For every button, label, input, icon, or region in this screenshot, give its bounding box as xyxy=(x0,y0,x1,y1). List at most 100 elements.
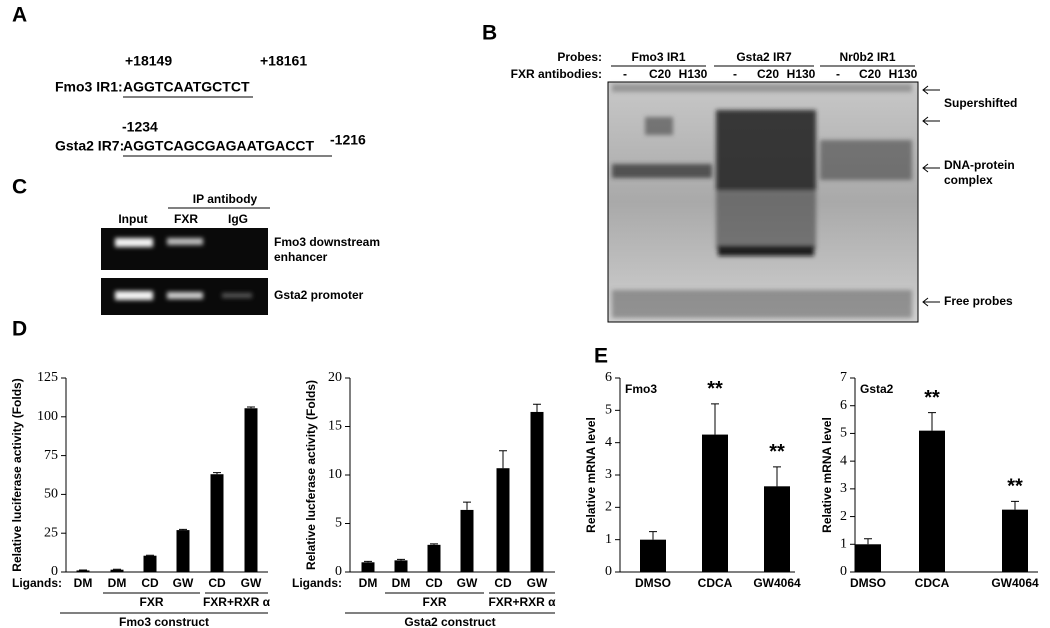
y-tick-label: 5 xyxy=(605,403,612,418)
y-tick-label: 10 xyxy=(328,467,342,482)
y-tick-label: 15 xyxy=(328,419,342,434)
bar xyxy=(530,411,544,572)
probe-name: Nr0b2 IR1 xyxy=(839,50,895,64)
error-bar xyxy=(864,538,872,545)
site-sequence: AGGTCAATGCTCT xyxy=(123,79,250,95)
y-tick-label: 3 xyxy=(605,467,612,482)
site-name: Gsta2 IR7: xyxy=(55,138,124,154)
y-tick-label: 20 xyxy=(328,370,342,385)
probes-label: Probes: xyxy=(557,50,602,64)
bar xyxy=(110,569,124,572)
error-bar xyxy=(397,558,405,561)
antibodies-label: FXR antibodies: xyxy=(511,67,602,81)
x-tick-label: DM xyxy=(359,576,378,590)
bar xyxy=(764,486,790,572)
lane-label: - xyxy=(623,67,627,81)
bar xyxy=(143,555,157,572)
x-axis-label: Gsta2 construct xyxy=(404,615,495,628)
band-label: DNA-protein xyxy=(944,158,1015,172)
site-end: -1216 xyxy=(330,132,366,148)
site-sequence: AGGTCAGCGAGAATGACCT xyxy=(123,138,315,154)
group-label: FXR+RXR α xyxy=(488,595,556,609)
error-bar xyxy=(711,403,719,435)
y-axis-label: Relative mRNA level xyxy=(820,417,834,533)
ip-header: IP antibody xyxy=(193,192,258,206)
y-axis-label: Relative mRNA level xyxy=(584,417,598,533)
x-tick-label: DM xyxy=(74,576,93,590)
category-axis-label: Ligands: xyxy=(12,576,62,590)
panel-label: B xyxy=(482,22,497,45)
y-axis-label: Relative lucferase activity (Folds) xyxy=(304,380,318,570)
probe-name: Fmo3 IR1 xyxy=(631,50,685,64)
x-tick-label: DMSO xyxy=(850,576,886,590)
y-tick-label: 7 xyxy=(840,370,847,385)
x-tick-label: DMSO xyxy=(635,576,671,590)
significance-label: ** xyxy=(924,387,940,409)
lane-label: - xyxy=(836,67,840,81)
x-tick-label: GW xyxy=(241,576,262,590)
x-tick-label: CD xyxy=(208,576,226,590)
y-tick-label: 3 xyxy=(840,481,847,496)
error-bar xyxy=(773,466,781,487)
error-bar xyxy=(499,450,507,469)
panel-label: C xyxy=(12,176,27,199)
y-tick-label: 6 xyxy=(605,370,612,385)
lane-label: - xyxy=(733,67,737,81)
probe-name: Gsta2 IR7 xyxy=(736,50,792,64)
bar xyxy=(76,570,90,572)
significance-label: ** xyxy=(769,441,785,463)
panel-label: D xyxy=(12,318,27,341)
y-tick-label: 1 xyxy=(840,537,847,552)
error-bar xyxy=(364,560,372,563)
x-tick-label: CDCA xyxy=(915,576,950,590)
bar xyxy=(855,544,881,572)
lane-label: H130 xyxy=(679,67,708,81)
band-label: Free probes xyxy=(944,294,1013,308)
row-label: Fmo3 downstream xyxy=(274,235,380,249)
y-tick-label: 4 xyxy=(605,435,612,450)
error-bar xyxy=(463,501,471,510)
group-label: FXR+RXR α xyxy=(203,595,271,609)
bar xyxy=(640,539,666,572)
chip-gel xyxy=(101,228,268,315)
chart-title: Fmo3 xyxy=(625,382,657,396)
site-start: +18149 xyxy=(125,53,172,69)
error-bar xyxy=(247,406,255,409)
panel-label: E xyxy=(594,345,608,368)
lane-label: C20 xyxy=(757,67,779,81)
bar xyxy=(1002,509,1028,572)
error-bar xyxy=(649,531,657,540)
y-tick-label: 4 xyxy=(840,453,847,468)
lane-label: Input xyxy=(118,212,147,226)
significance-label: ** xyxy=(707,378,723,400)
row-label: enhancer xyxy=(274,250,328,264)
error-bar xyxy=(928,412,936,431)
x-tick-label: GW4064 xyxy=(753,576,801,590)
chart-title: Gsta2 xyxy=(860,382,894,396)
x-tick-label: CD xyxy=(141,576,159,590)
y-tick-label: 0 xyxy=(840,564,847,579)
y-tick-label: 2 xyxy=(840,509,847,524)
bar xyxy=(361,562,375,572)
y-tick-label: 125 xyxy=(37,370,58,385)
site-start: -1234 xyxy=(122,119,158,135)
error-bar xyxy=(533,403,541,412)
y-tick-label: 0 xyxy=(51,564,58,579)
error-bar xyxy=(1011,500,1019,510)
x-tick-label: GW xyxy=(173,576,194,590)
y-tick-label: 0 xyxy=(605,564,612,579)
y-axis-label: Relative luciferase activity (Folds) xyxy=(10,378,24,571)
x-tick-label: DM xyxy=(108,576,127,590)
lane-label: H130 xyxy=(787,67,816,81)
lane-label: IgG xyxy=(228,212,248,226)
category-axis-label: Ligands: xyxy=(292,576,342,590)
x-tick-label: GW xyxy=(457,576,478,590)
gel-image xyxy=(607,81,919,323)
group-label: FXR xyxy=(423,595,447,609)
bar xyxy=(210,474,224,572)
lane-label: FXR xyxy=(174,212,198,226)
x-tick-label: GW4064 xyxy=(991,576,1039,590)
y-tick-label: 5 xyxy=(335,516,342,531)
y-tick-label: 50 xyxy=(44,487,58,502)
